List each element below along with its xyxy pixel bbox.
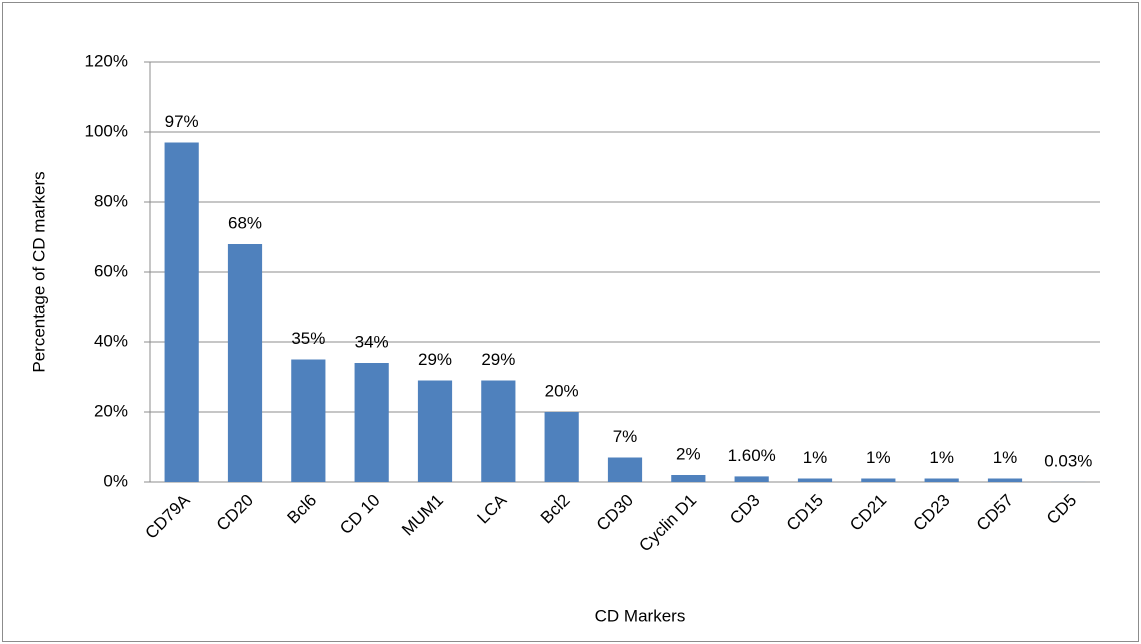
value-label: 2% [676, 444, 701, 463]
bar [291, 359, 326, 482]
value-label: 35% [291, 329, 325, 348]
bar [354, 363, 389, 482]
value-label: 29% [418, 350, 452, 369]
y-axis-title: Percentage of CD markers [29, 171, 48, 372]
value-label: 1% [866, 448, 891, 467]
bar [607, 457, 643, 482]
y-tick-label: 60% [94, 261, 128, 280]
bar [164, 142, 199, 482]
value-label: 0.03% [1044, 451, 1092, 470]
y-tick-label: 20% [94, 401, 128, 420]
bar [227, 244, 263, 482]
bar [924, 478, 959, 482]
value-label: 29% [481, 350, 515, 369]
value-label: 1% [993, 448, 1018, 467]
bar [671, 475, 706, 482]
value-label: 20% [545, 381, 579, 400]
bar [861, 478, 896, 482]
value-label: 1% [929, 448, 954, 467]
bar [544, 412, 579, 482]
value-label: 1% [803, 448, 828, 467]
value-label: 7% [613, 427, 638, 446]
bar [734, 476, 769, 482]
bar [481, 380, 516, 482]
bar [417, 380, 453, 482]
value-label: 34% [355, 332, 389, 351]
value-label: 68% [228, 213, 262, 232]
y-tick-label: 0% [103, 471, 128, 490]
bar [797, 478, 833, 482]
y-tick-label: 120% [85, 51, 128, 70]
y-tick-label: 40% [94, 331, 128, 350]
y-tick-label: 80% [94, 191, 128, 210]
bar [987, 478, 1023, 482]
y-tick-label: 100% [85, 121, 128, 140]
x-axis-title: CD Markers [595, 606, 686, 625]
value-label: 97% [165, 112, 199, 131]
value-label: 1.60% [728, 446, 776, 465]
